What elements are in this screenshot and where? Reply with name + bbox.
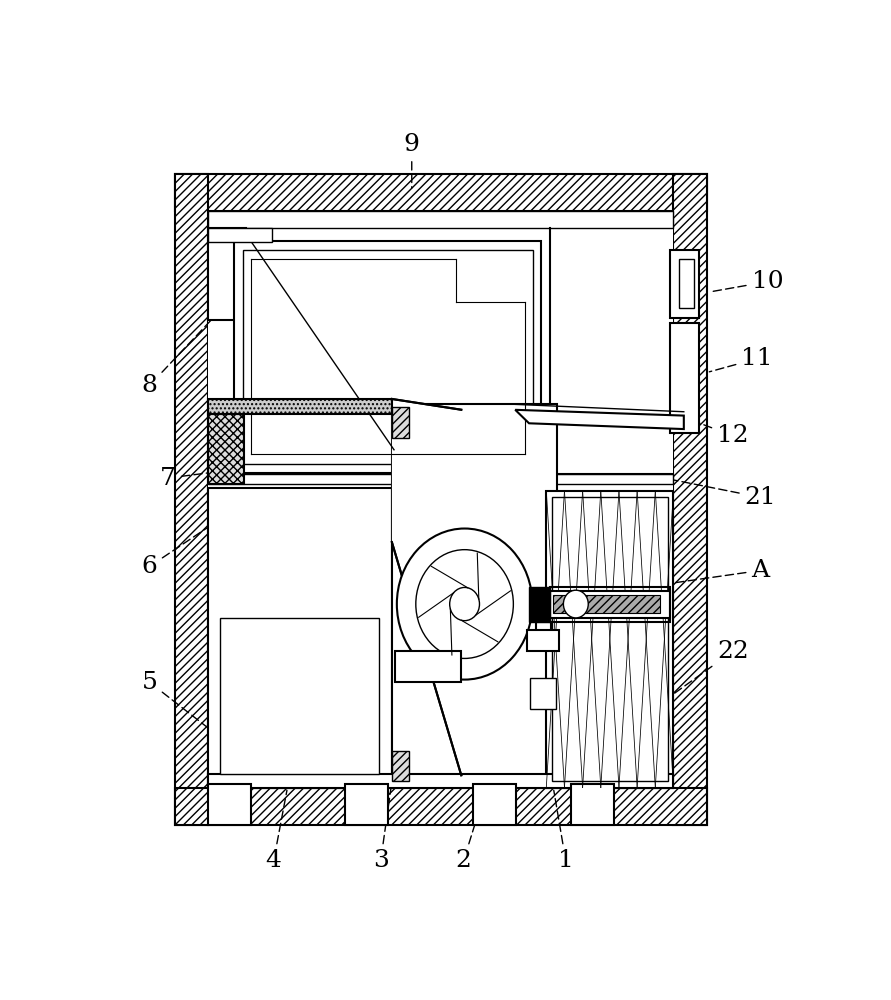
Bar	[546, 491, 674, 788]
Bar	[208, 228, 246, 320]
Bar	[208, 488, 392, 788]
Bar	[530, 678, 557, 709]
Bar	[208, 784, 251, 825]
Bar	[208, 228, 273, 242]
Bar	[175, 788, 707, 825]
Text: 12: 12	[670, 412, 748, 447]
Text: A: A	[618, 559, 770, 591]
Bar	[208, 399, 392, 414]
Bar	[670, 250, 699, 318]
Bar	[208, 414, 244, 484]
Text: 6: 6	[142, 516, 225, 578]
Text: 10: 10	[709, 270, 783, 293]
Text: 7: 7	[160, 467, 243, 490]
Bar	[535, 622, 551, 632]
Bar	[674, 174, 707, 825]
Text: 4: 4	[266, 790, 287, 872]
Bar	[550, 591, 670, 618]
Circle shape	[416, 550, 513, 658]
Text: 2: 2	[455, 631, 535, 872]
Bar	[208, 774, 674, 788]
Bar	[208, 211, 674, 788]
Text: 8: 8	[142, 311, 220, 397]
Bar	[392, 404, 557, 781]
Polygon shape	[515, 410, 683, 429]
Bar	[396, 651, 462, 682]
Bar	[208, 474, 674, 484]
Bar	[553, 595, 659, 613]
Bar	[571, 784, 614, 825]
Bar	[552, 497, 668, 781]
Text: 9: 9	[404, 133, 420, 188]
Bar	[392, 407, 409, 438]
Text: 11: 11	[709, 347, 772, 372]
Bar	[550, 587, 670, 622]
Bar	[473, 784, 516, 825]
Bar	[175, 174, 208, 825]
Circle shape	[396, 529, 532, 680]
Text: 1: 1	[554, 790, 574, 872]
Bar	[175, 174, 707, 211]
Bar	[208, 211, 674, 228]
Text: 21: 21	[666, 479, 776, 509]
Bar	[679, 259, 694, 308]
Bar	[234, 241, 542, 473]
Bar	[242, 250, 533, 464]
Bar	[220, 618, 380, 774]
Circle shape	[450, 587, 479, 621]
Circle shape	[563, 590, 588, 618]
Text: 3: 3	[372, 619, 415, 872]
Text: 22: 22	[628, 640, 748, 727]
Bar	[392, 751, 409, 781]
Polygon shape	[392, 399, 462, 775]
Bar	[527, 630, 560, 651]
Text: 5: 5	[142, 671, 217, 734]
Bar	[346, 784, 388, 825]
Bar	[670, 323, 699, 433]
Bar	[529, 587, 550, 622]
